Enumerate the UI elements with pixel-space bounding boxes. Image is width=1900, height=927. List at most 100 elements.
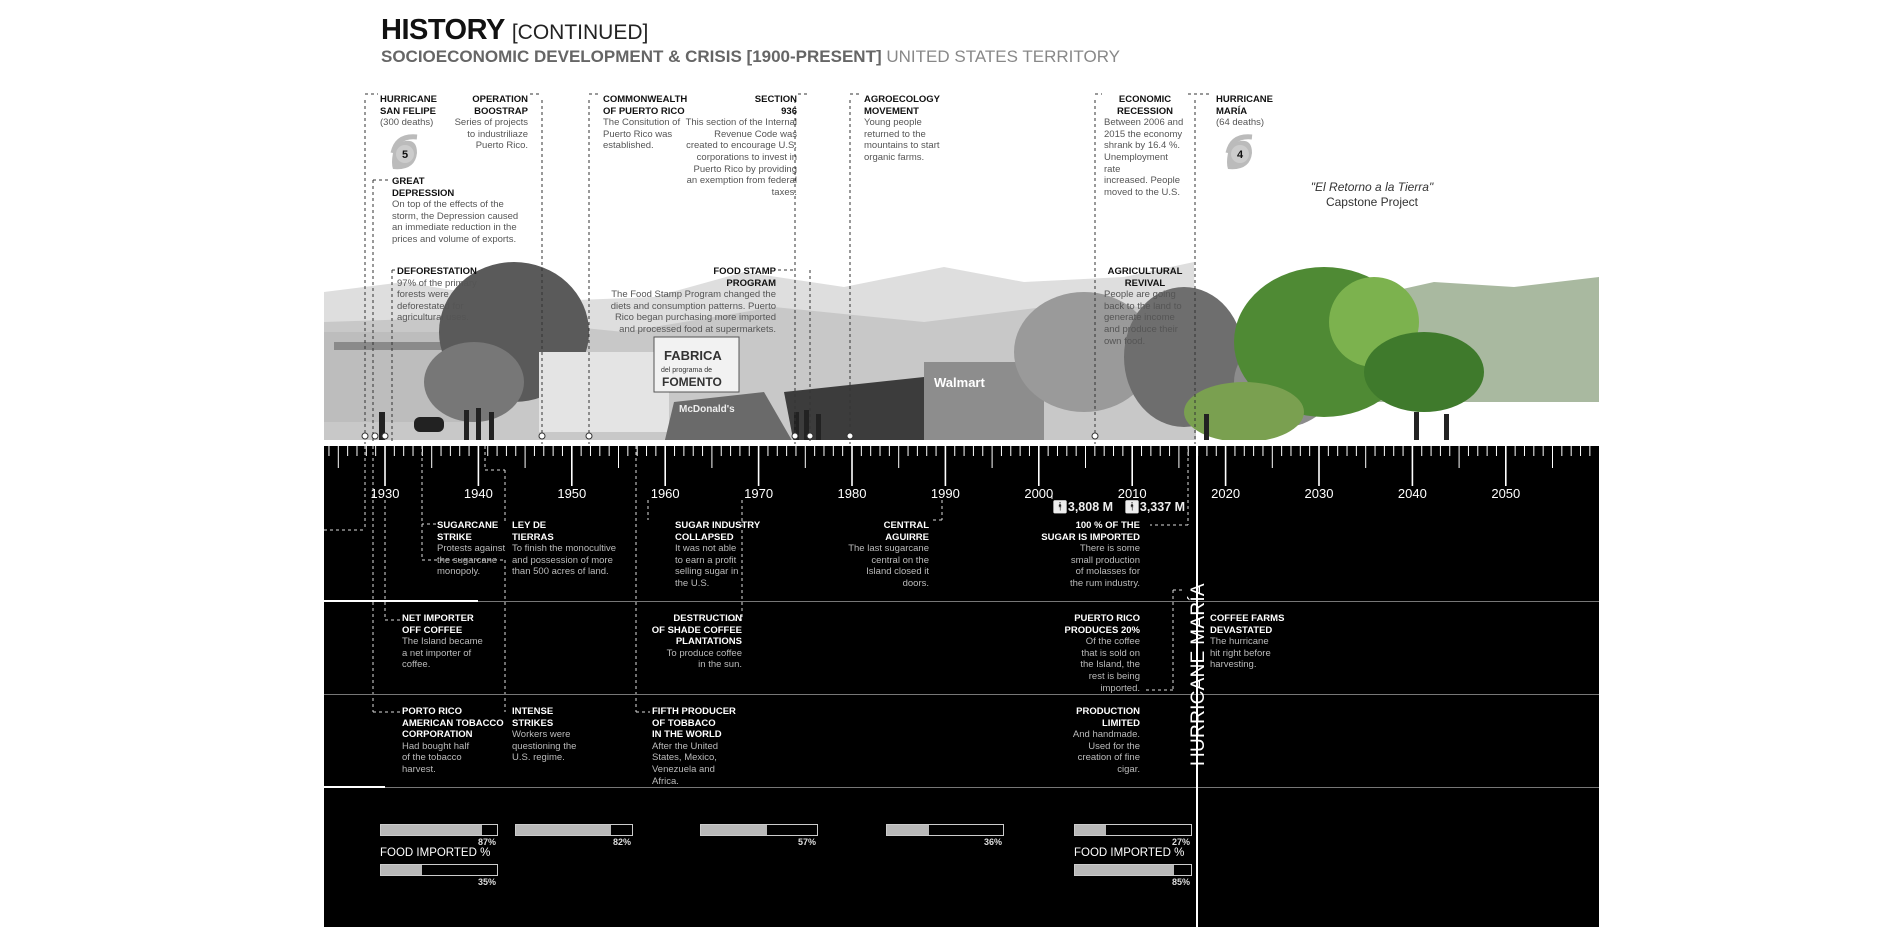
progress-bar	[380, 864, 498, 876]
factory	[539, 352, 669, 432]
svg-text:4: 4	[1237, 149, 1244, 161]
event-sugar-imported: 100 % OF THE SUGAR IS IMPORTED There is s…	[1041, 520, 1140, 589]
year-label: 2010	[1117, 486, 1147, 501]
event-commonwealth: COMMONWEALTH OF PUERTO RICO The Consituti…	[603, 94, 688, 152]
hurricane-maria-line	[1196, 444, 1198, 927]
event-coffee-devastated: COFFEE FARMS DEVASTATED The hurricane hit…	[1210, 613, 1285, 671]
progress-bar-fill	[1075, 865, 1174, 875]
sign-mcdonalds: McDonald's	[679, 404, 735, 415]
year-label: 2050	[1491, 486, 1521, 501]
progress-bar	[1074, 864, 1192, 876]
milestone-dot	[1091, 432, 1099, 440]
subtitle-suffix: UNITED STATES TERRITORY	[886, 47, 1121, 66]
milestone-dot	[806, 432, 814, 440]
row-divider-highlight	[324, 600, 478, 602]
event-section-936: SECTION 936 This section of the Internal …	[685, 94, 797, 198]
sign-fabrica: FABRICA	[664, 348, 722, 363]
year-label: 1990	[930, 486, 960, 501]
year-label: 1950	[557, 486, 587, 501]
year-label: 1980	[837, 486, 867, 501]
sign-programa: del programa de	[661, 367, 712, 374]
progress-bar-fill	[381, 865, 422, 875]
hurricane-maria-marker: HURRICANE MARÍA	[1188, 583, 1209, 766]
population-2000: 🚹︎3,808 M	[1052, 500, 1114, 514]
population-2010: 🚹︎3,337 M	[1124, 500, 1186, 514]
event-food-stamp: FOOD STAMP PROGRAM The Food Stamp Program…	[610, 266, 776, 335]
progress-bar	[886, 824, 1004, 836]
percent-label: 27%	[1171, 837, 1190, 847]
percent-label: 82%	[612, 837, 631, 847]
svg-text:5: 5	[402, 149, 408, 161]
event-ley-de-tierras: LEY DE TIERRAS To finish the monocultive …	[512, 520, 617, 578]
event-intense-strikes: INTENSE STRIKES Workers were questioning …	[512, 706, 577, 764]
page-title: HISTORY [CONTINUED]	[381, 14, 649, 46]
page-subtitle: SOCIOECONOMIC DEVELOPMENT & CRISIS [1900…	[381, 47, 1121, 66]
percent-label: 85%	[1171, 877, 1190, 887]
title-suffix: [CONTINUED]	[511, 21, 649, 44]
milestone-dot	[361, 432, 369, 440]
progress-bar	[380, 824, 498, 836]
percent-label: 35%	[477, 877, 496, 887]
event-fifth-producer: FIFTH PRODUCER OF TOBBACO IN THE WORLD Af…	[652, 706, 736, 787]
event-tobacco-corporation: PORTO RICO AMERICAN TOBACCO CORPORATION H…	[402, 706, 504, 775]
row-divider	[324, 601, 1599, 602]
event-agroecology: AGROECOLOGY MOVEMENT Young people return…	[864, 94, 941, 163]
year-label: 2040	[1397, 486, 1427, 501]
event-shade-coffee: DESTRUCTION OF SHADE COFFEE PLANTATIONS T…	[651, 613, 742, 671]
restaurant	[664, 392, 794, 444]
event-production-limited: PRODUCTION LIMITED And handmade. Used for…	[1072, 706, 1140, 775]
event-hurricane-maria: HURRICANE MARÍA (64 deaths)	[1216, 94, 1273, 129]
year-label: 1940	[463, 486, 493, 501]
people-silhouettes	[379, 408, 1449, 440]
food-imported-label: FOOD IMPORTED %	[1074, 847, 1185, 859]
milestone-dot	[371, 432, 379, 440]
tree	[1014, 292, 1154, 412]
progress-bar	[1074, 824, 1192, 836]
milestone-dot	[791, 432, 799, 440]
event-sugarcane-strike: SUGARCANE STRIKE Protests against the sug…	[437, 520, 506, 578]
milestone-dot	[538, 432, 546, 440]
percent-label: 87%	[477, 837, 496, 847]
year-label: 2030	[1304, 486, 1334, 501]
progress-bar-fill	[381, 825, 482, 835]
cargo-ship	[784, 377, 964, 444]
event-agricultural-revival: AGRICULTURAL REVIVAL People are going bac…	[1104, 266, 1183, 347]
milestone-dot	[846, 432, 854, 440]
progress-bar-fill	[701, 825, 768, 835]
food-imported-label: FOOD IMPORTED %	[380, 847, 491, 859]
event-deforestation: DEFORESTATION 97% of the primary forests …	[397, 266, 477, 324]
hurricane-icon: 5	[385, 133, 425, 173]
row-divider	[324, 694, 1599, 695]
progress-bar	[515, 824, 633, 836]
sign-walmart: Walmart	[934, 375, 985, 390]
sign-fomento: FOMENTO	[662, 375, 722, 389]
capstone-caption: "El Retorno a la Tierra" Capstone Project	[1310, 180, 1434, 209]
year-label: 1960	[650, 486, 680, 501]
progress-bar-fill	[516, 825, 612, 835]
event-economic-recession: ECONOMIC RECESSION Between 2006 and 2015 …	[1104, 94, 1184, 198]
year-label: 1930	[370, 486, 400, 501]
progress-bar	[700, 824, 818, 836]
year-label: 2000	[1024, 486, 1054, 501]
event-net-importer-coffee: NET IMPORTER OFF COFFEE The Island became…	[402, 613, 483, 671]
event-sugar-collapsed: SUGAR INDUSTRY COLLAPSED It was not able …	[675, 520, 761, 589]
person-icon: 🚹︎	[1052, 500, 1068, 514]
row-divider-highlight	[324, 786, 385, 788]
timeline-panel	[324, 444, 1599, 927]
event-operation-bootstrap: OPERATION BOOSTRAP Series of projects to …	[454, 94, 528, 152]
progress-bar-fill	[887, 825, 929, 835]
year-label: 2020	[1211, 486, 1241, 501]
event-central-aguirre: CENTRAL AGUIRRE The last sugarcane centra…	[848, 520, 929, 589]
milestone-dot	[381, 432, 389, 440]
event-pr-produces-20: PUERTO RICO PRODUCES 20% Of the coffee th…	[1064, 613, 1141, 694]
hurricane-icon: 4	[1220, 133, 1260, 173]
year-label: 1970	[744, 486, 774, 501]
person-icon: 🚹︎	[1124, 500, 1140, 514]
event-great-depression: GREAT DEPRESSION On top of the effects of…	[392, 176, 519, 245]
progress-bar-fill	[1075, 825, 1107, 835]
percent-label: 36%	[983, 837, 1002, 847]
row-divider	[324, 787, 1599, 788]
event-hurricane-san-felipe: HURRICANE SAN FELIPE (300 deaths)	[380, 94, 437, 129]
milestone-dot	[585, 432, 593, 440]
